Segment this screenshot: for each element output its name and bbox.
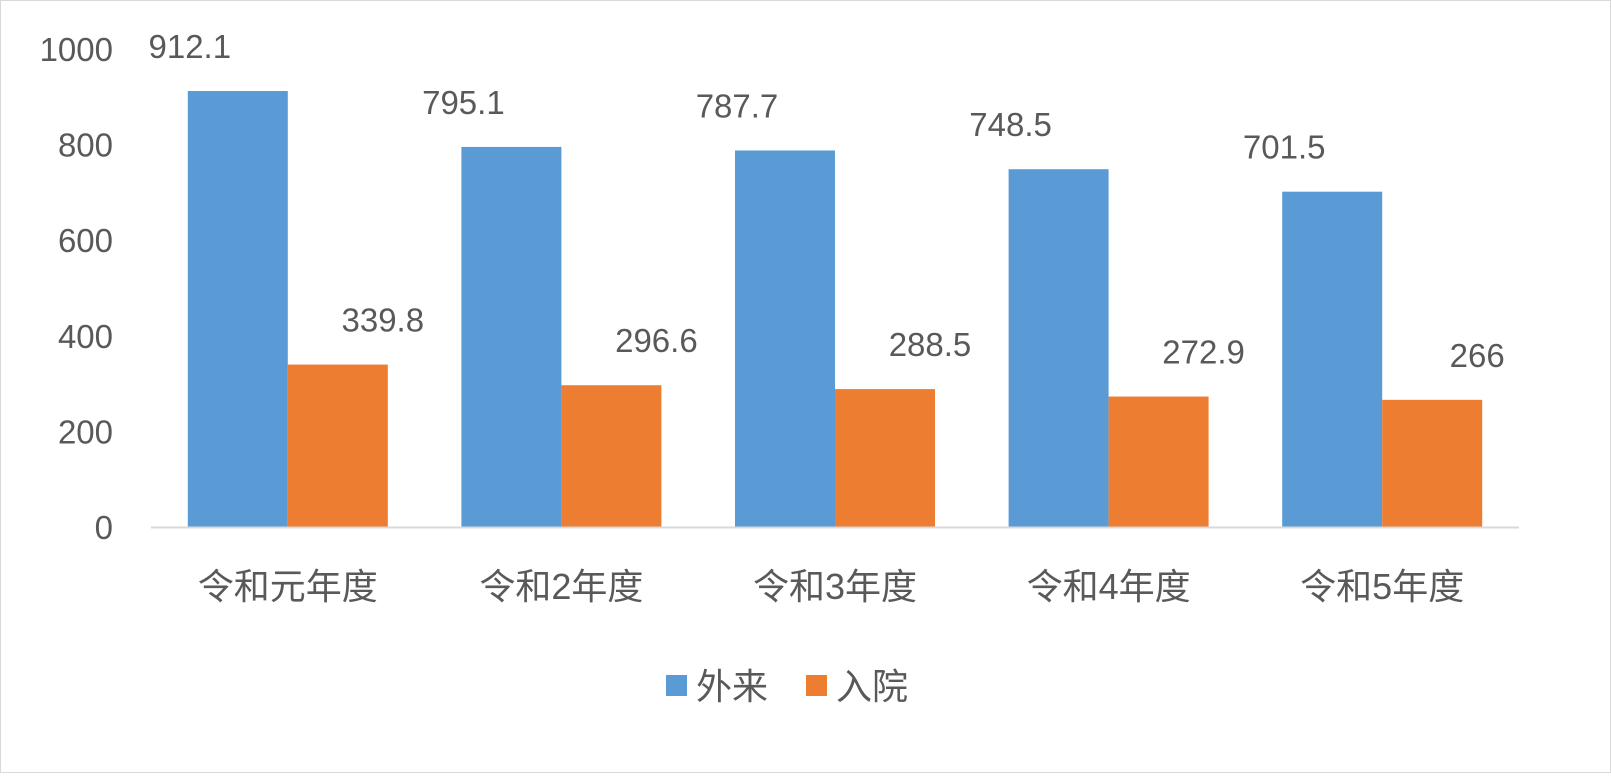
data-label: 272.9 (1162, 334, 1245, 371)
legend-label: 入院 (836, 666, 908, 707)
x-tick-label: 令和4年度 (1027, 566, 1191, 607)
data-label: 787.7 (696, 87, 779, 124)
bar-outpatient (1282, 191, 1383, 528)
x-tick-label: 令和3年度 (753, 566, 917, 607)
bar-outpatient (735, 150, 835, 527)
x-axis: 令和元年度 令和2年度 令和3年度 令和4年度 令和5年度 (151, 526, 1519, 607)
data-label: 701.5 (1243, 129, 1326, 166)
y-tick-label: 400 (58, 318, 113, 355)
x-tick-label: 令和2年度 (479, 566, 643, 607)
data-label: 288.5 (889, 326, 972, 363)
x-tick-label: 令和元年度 (198, 566, 378, 607)
legend-item-outpatient: 外来 (666, 666, 768, 707)
bar-inpatient (1382, 399, 1483, 527)
data-label: 339.8 (342, 302, 425, 339)
y-tick-label: 800 (58, 127, 113, 164)
y-tick-label: 600 (58, 222, 113, 259)
bar-inpatient (287, 364, 388, 527)
legend-swatch (666, 675, 687, 696)
y-tick-label: 1000 (40, 31, 113, 68)
bar-inpatient (1108, 396, 1209, 527)
legend: 外来 入院 (666, 666, 908, 707)
y-tick-label: 0 (95, 509, 113, 546)
data-label: 912.1 (149, 28, 232, 65)
bar-outpatient (187, 91, 288, 527)
y-tick-label: 200 (58, 413, 113, 450)
data-label: 296.6 (615, 322, 698, 359)
bars (187, 91, 1483, 528)
legend-swatch (806, 675, 827, 696)
data-labels: 912.1 339.8 795.1 296.6 787.7 288.5 748.5 272.9… (149, 28, 1505, 374)
x-tick-label: 令和5年度 (1300, 566, 1464, 607)
data-label: 266 (1450, 337, 1505, 374)
bar-inpatient (561, 385, 662, 527)
y-axis: 0 200 400 600 800 1000 (40, 31, 113, 546)
bar-outpatient (1008, 169, 1109, 528)
bar-inpatient (835, 389, 935, 527)
legend-item-inpatient: 入院 (806, 666, 908, 707)
bar-outpatient (461, 146, 562, 527)
legend-label: 外来 (696, 666, 768, 707)
data-label: 795.1 (422, 84, 505, 121)
data-label: 748.5 (969, 106, 1052, 143)
